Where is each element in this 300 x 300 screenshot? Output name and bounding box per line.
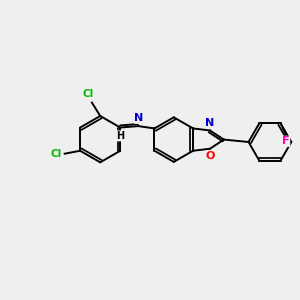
Text: H: H (116, 131, 124, 141)
Text: F: F (282, 136, 290, 146)
Text: Cl: Cl (83, 89, 94, 99)
Text: N: N (134, 113, 144, 123)
Text: Cl: Cl (50, 149, 61, 159)
Text: N: N (205, 118, 214, 128)
Text: O: O (206, 151, 215, 161)
